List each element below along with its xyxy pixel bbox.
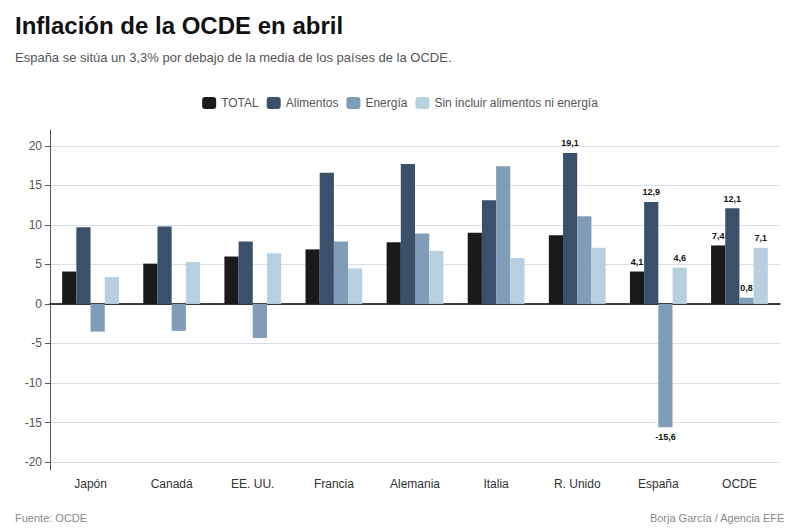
svg-text:0,8: 0,8 bbox=[740, 283, 753, 293]
svg-text:-10: -10 bbox=[25, 376, 43, 390]
svg-text:10: 10 bbox=[29, 218, 43, 232]
svg-text:-20: -20 bbox=[25, 455, 43, 469]
svg-text:4,6: 4,6 bbox=[673, 253, 686, 263]
svg-text:19,1: 19,1 bbox=[561, 138, 579, 148]
svg-text:Borja García / Agencia EFE: Borja García / Agencia EFE bbox=[650, 512, 785, 524]
svg-text:12,9: 12,9 bbox=[642, 187, 660, 197]
svg-text:Italia: Italia bbox=[483, 477, 509, 491]
svg-text:-15: -15 bbox=[25, 416, 43, 430]
svg-text:España se sitúa un 3,3% por de: España se sitúa un 3,3% por debajo de la… bbox=[15, 50, 452, 65]
svg-text:0: 0 bbox=[35, 297, 42, 311]
svg-text:Inflación de la OCDE en abril: Inflación de la OCDE en abril bbox=[15, 12, 343, 39]
svg-text:OCDE: OCDE bbox=[722, 477, 757, 491]
svg-text:Fuente: OCDE: Fuente: OCDE bbox=[15, 512, 87, 524]
svg-text:TOTAL: TOTAL bbox=[221, 96, 259, 110]
svg-text:15: 15 bbox=[29, 178, 43, 192]
svg-text:20: 20 bbox=[29, 139, 43, 153]
svg-text:R. Unido: R. Unido bbox=[554, 477, 601, 491]
svg-text:4,1: 4,1 bbox=[631, 257, 644, 267]
svg-text:Canadá: Canadá bbox=[151, 477, 193, 491]
svg-text:Alemania: Alemania bbox=[390, 477, 440, 491]
svg-text:12,1: 12,1 bbox=[724, 194, 742, 204]
svg-text:España: España bbox=[638, 477, 679, 491]
svg-text:7,1: 7,1 bbox=[754, 233, 767, 243]
svg-text:7,4: 7,4 bbox=[712, 231, 725, 241]
svg-text:Alimentos: Alimentos bbox=[286, 96, 339, 110]
svg-text:-15,6: -15,6 bbox=[655, 432, 676, 442]
svg-text:-5: -5 bbox=[31, 336, 42, 350]
svg-text:Francia: Francia bbox=[314, 477, 354, 491]
svg-text:5: 5 bbox=[35, 257, 42, 271]
svg-text:Japón: Japón bbox=[74, 477, 107, 491]
svg-text:Sin incluir alimentos ni energ: Sin incluir alimentos ni energía bbox=[434, 96, 598, 110]
svg-text:EE. UU.: EE. UU. bbox=[231, 477, 274, 491]
svg-text:Energía: Energía bbox=[365, 96, 407, 110]
